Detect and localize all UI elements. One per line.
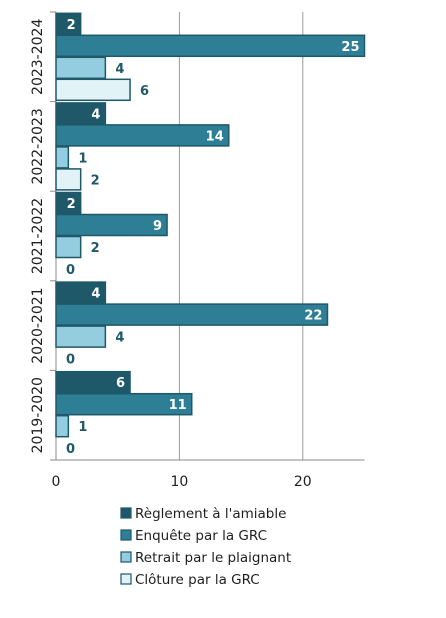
bar-2019-2020-s2 — [55, 414, 70, 438]
data-label-2023-2024-s3: 6 — [140, 84, 149, 99]
legend-label-1: Enquête par la GRC — [135, 528, 267, 544]
bar-2021-2022-s1 — [55, 213, 168, 237]
legend-swatch-0 — [120, 507, 132, 519]
x-tick-label-0: 0 — [52, 474, 61, 490]
data-label-2022-2023-s3: 2 — [91, 173, 100, 188]
data-label-2020-2021-s3: 0 — [66, 353, 75, 368]
bar-2020-2021-s2 — [55, 325, 107, 348]
bar-2021-2022-s2 — [55, 235, 82, 259]
data-label-2023-2024-s0: 2 — [67, 18, 76, 33]
data-label-2021-2022-s0: 2 — [67, 197, 76, 212]
bar-2023-2024-s1 — [55, 34, 366, 58]
bar-2020-2021-s1 — [55, 303, 329, 326]
data-label-2019-2020-s3: 0 — [66, 442, 75, 457]
legend-swatch-3 — [120, 573, 132, 585]
bar-2022-2023-s3 — [55, 168, 82, 191]
data-label-2021-2022-s2: 2 — [91, 241, 100, 256]
data-label-2021-2022-s3: 0 — [66, 263, 75, 278]
bar-2023-2024-s0 — [55, 12, 82, 36]
category-label-2023-2024: 2023-2024 — [30, 19, 46, 95]
data-label-2019-2020-s2: 1 — [78, 420, 87, 435]
bar-2022-2023-s2 — [55, 146, 70, 169]
category-label-2019-2020: 2019-2020 — [30, 377, 46, 453]
bar-2022-2023-s1 — [55, 124, 230, 147]
category-label-2020-2021: 2020-2021 — [30, 287, 46, 363]
data-label-2020-2021-s0: 4 — [91, 287, 100, 302]
x-tick-label-10: 10 — [170, 474, 188, 490]
data-label-2023-2024-s1: 25 — [341, 40, 359, 55]
legend-label-3: Clôture par la GRC — [135, 572, 260, 588]
category-label-2021-2022: 2021-2022 — [30, 198, 46, 274]
data-label-2022-2023-s2: 1 — [78, 151, 87, 166]
bar-2022-2023-s0 — [55, 102, 107, 125]
data-label-2019-2020-s1: 11 — [169, 398, 187, 413]
bar-2023-2024-s3 — [55, 78, 131, 102]
legend-swatch-2 — [120, 551, 132, 563]
data-label-2022-2023-s0: 4 — [91, 107, 100, 122]
data-label-2023-2024-s2: 4 — [115, 62, 124, 77]
bar-2023-2024-s2 — [55, 56, 107, 80]
bar-2021-2022-s0 — [55, 191, 82, 215]
bar-2019-2020-s1 — [55, 392, 193, 416]
category-label-2022-2023: 2022-2023 — [30, 108, 46, 184]
data-label-2022-2023-s1: 14 — [206, 129, 224, 144]
bar-2020-2021-s0 — [55, 281, 107, 304]
data-label-2021-2022-s1: 9 — [153, 219, 162, 234]
legend-label-0: Règlement à l'amiable — [135, 506, 286, 522]
data-label-2019-2020-s0: 6 — [116, 376, 125, 391]
legend-label-2: Retrait par le plaignant — [135, 550, 291, 566]
data-label-2020-2021-s2: 4 — [115, 331, 124, 346]
x-tick-label-20: 20 — [294, 474, 312, 490]
legend-swatch-1 — [120, 529, 132, 541]
bar-2019-2020-s0 — [55, 370, 131, 394]
data-label-2020-2021-s1: 22 — [304, 309, 322, 324]
